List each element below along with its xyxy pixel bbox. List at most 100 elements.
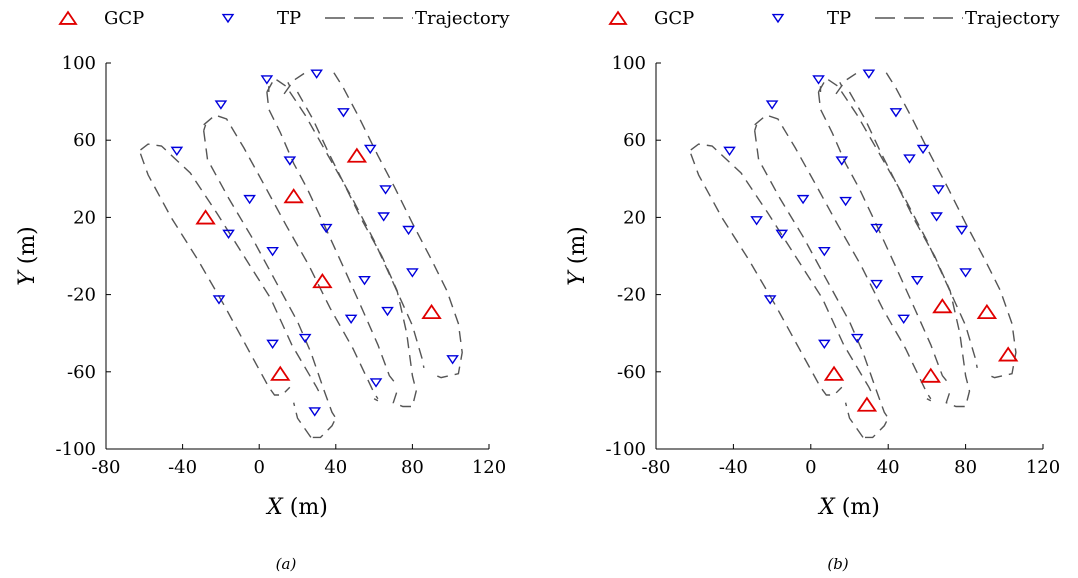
legend-gcp-label: GCP [654,8,694,29]
trajectory-line [690,143,872,392]
tp-marker [266,339,279,350]
tp-marker [889,108,903,118]
trajectory-line [848,91,971,408]
trajectory-line [754,114,932,400]
x-tick-label: 80 [954,457,977,478]
y-tick-label: 100 [62,53,96,74]
x-tick-label: 0 [805,457,816,478]
gcp-series [195,147,442,381]
gcp-marker [823,365,845,381]
legend-gcp-label: GCP [104,8,144,29]
gcp-series [823,298,1019,412]
tp-marker [243,194,256,205]
trajectory-line [333,72,463,379]
tp-series [170,69,459,417]
tp-marker [170,146,184,157]
tp-marker [839,196,852,207]
tp-marker [222,229,235,240]
tp-marker [283,156,297,166]
trajectory-line [690,153,843,396]
tp-marker [818,247,831,257]
tp-marker [319,223,333,234]
trajectory-line [865,417,889,439]
tp-marker [916,144,930,155]
tp-marker [955,225,969,236]
trajectory-line [283,72,306,95]
x-tick-label: 0 [253,457,264,478]
y-tick-label: -20 [67,285,96,306]
panel-caption: (a) [276,555,297,573]
tp-marker [818,339,831,350]
legend: GCP TP Trajectory [608,8,1060,29]
y-axis-title: Y (m) [565,226,590,286]
x-tick-label: -40 [168,457,197,478]
trajectory-series [690,72,1017,439]
trajectory-line [140,143,320,392]
tp-marker [930,212,943,222]
legend-tp-marker [221,13,235,24]
tp-marker [381,306,394,317]
gcp-marker [421,303,442,320]
legend-tp-label: TP [277,8,301,29]
x-tick-label: 80 [401,457,424,478]
trajectory-series [139,72,463,439]
trajectory-line [817,91,951,386]
trajectory-line [266,91,398,386]
tp-marker [910,275,924,286]
gcp-marker [976,303,998,320]
tp-marker [298,333,312,344]
tp-marker [406,268,419,278]
y-tick-label: 20 [73,207,96,228]
x-axis-title: X (m) [817,495,880,520]
panel-b: GCP TP Trajectory -80 -40 0 40 80 120 -100 -60 -20 2… [565,8,1060,573]
tp-marker [337,108,350,118]
x-tick-label: 120 [472,457,506,478]
y-tick-label: -100 [606,439,646,460]
x-tick-label: -80 [642,457,671,478]
y-tick-label: 60 [623,130,646,151]
tp-marker [363,144,377,155]
y-tick-label: -20 [617,285,646,306]
tp-marker [959,268,972,278]
trajectory-line [844,402,864,438]
trajectory-line [754,130,889,419]
x-tick-label: 40 [324,457,347,478]
trajectory-line [926,398,932,402]
tp-marker [750,216,763,226]
tp-marker [763,295,777,305]
tp-marker [308,407,322,417]
x-tick-label: -80 [92,457,121,478]
gcp-marker [920,367,941,383]
tp-marker [775,229,789,240]
legend-trajectory-label: Trajectory [965,8,1060,29]
tp-marker [862,69,876,79]
panel-caption: (b) [827,555,848,573]
trajectory-line [754,124,758,131]
gcp-marker [932,298,953,314]
y-axis-title: Y (m) [15,226,40,286]
legend-gcp-marker [608,10,628,25]
trajectory-line [839,81,843,87]
tp-marker [212,295,226,305]
gcp-marker [312,272,333,289]
trajectory-line [287,81,291,87]
gcp-marker [856,396,878,412]
gcp-marker [346,147,368,163]
trajectory-line [312,417,337,439]
tp-marker [260,75,274,85]
y-tick-label: 100 [612,53,646,74]
tp-marker [446,355,459,365]
trajectory-line [373,398,379,402]
tp-marker [765,100,779,110]
y-tick-label: 60 [73,130,96,151]
trajectory-line [835,72,858,95]
y-tick-label: -60 [67,362,96,383]
tp-marker [266,247,279,257]
legend-trajectory-label: Trajectory [415,8,510,29]
legend: GCP TP Trajectory [58,8,510,29]
legend-tp-label: TP [827,8,851,29]
y-tick-label: 20 [623,207,646,228]
gcp-marker [270,365,291,381]
y-tick-label: -100 [56,439,96,460]
tp-marker [344,314,358,324]
